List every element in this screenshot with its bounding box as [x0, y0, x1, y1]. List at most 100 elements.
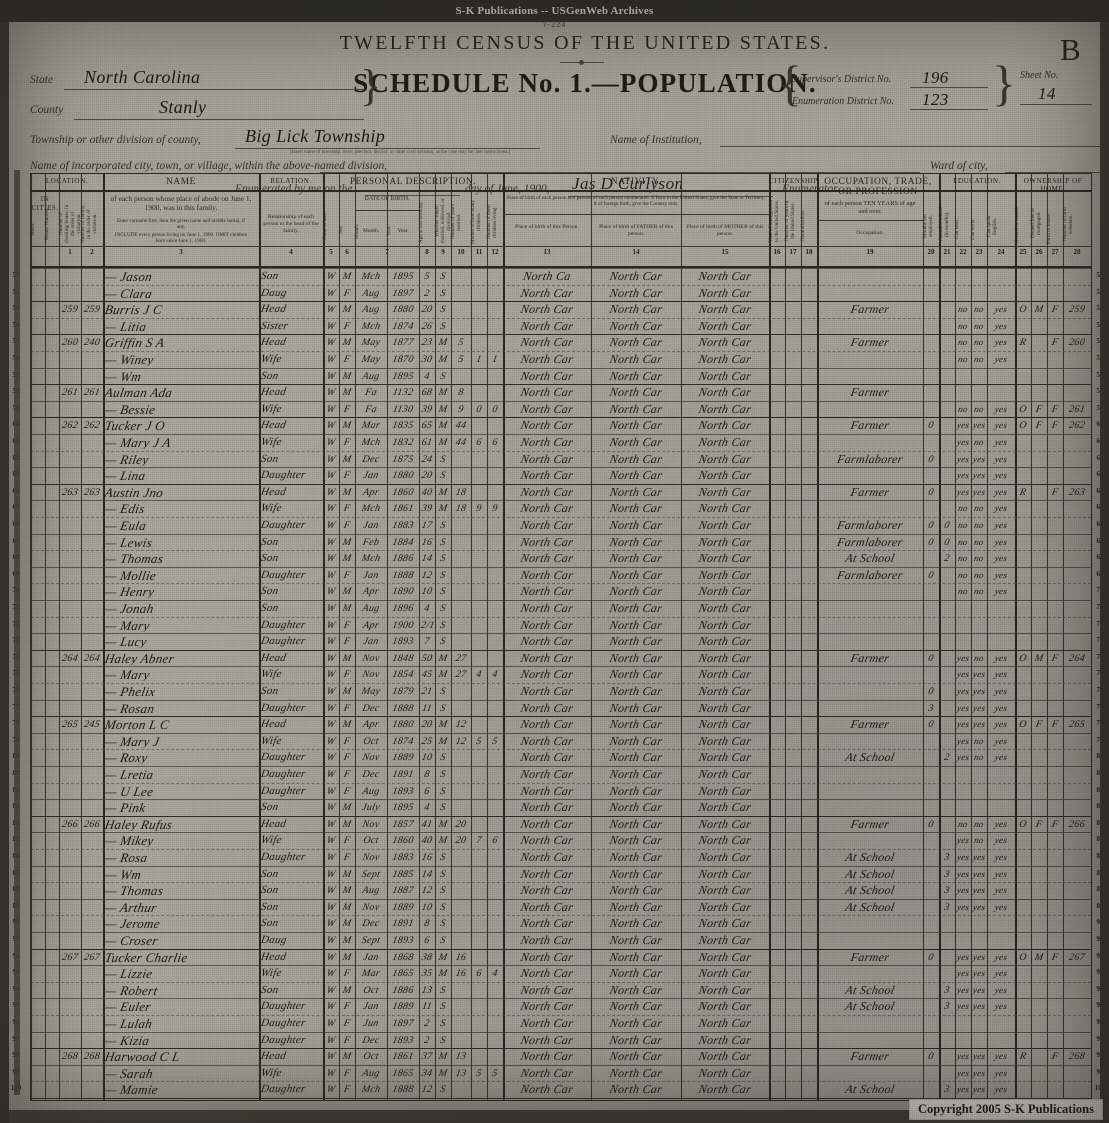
cell-occupation[interactable]: At School [844, 1000, 896, 1014]
cell-years-married[interactable]: 20 [454, 818, 468, 830]
cell-birth-month[interactable]: Aug [361, 1067, 381, 1079]
cell-can-read[interactable]: no [957, 536, 969, 547]
cell-can-read[interactable]: no [957, 553, 969, 564]
cell-race[interactable]: W [325, 320, 337, 332]
cell-years-married[interactable]: 44 [454, 437, 468, 448]
cell-birthplace-father[interactable]: North Car [608, 535, 664, 549]
institution-field[interactable] [720, 146, 1100, 147]
cell-age[interactable]: 4 [423, 802, 431, 814]
township-field[interactable]: Big Lick Township [235, 126, 540, 149]
cell-months-school[interactable]: 3 [943, 984, 951, 996]
cell-can-write[interactable]: no [973, 437, 985, 447]
cell-can-read[interactable]: no [957, 586, 969, 597]
cell-birthplace-father[interactable]: North Car [608, 568, 664, 582]
cell-relation[interactable]: Daughter [260, 1033, 307, 1046]
cell-marital-status[interactable]: S [439, 603, 447, 614]
cell-name[interactable]: Burris J C [103, 303, 164, 317]
cell-sex[interactable]: M [341, 686, 353, 697]
cell-relation[interactable]: Son [260, 867, 280, 880]
cell-birth-year[interactable]: 1883 [391, 520, 415, 531]
cell-farm-or-house[interactable]: F [1050, 652, 1060, 664]
cell-sex[interactable]: M [341, 818, 353, 830]
cell-relation[interactable]: Daughter [260, 784, 307, 797]
cell-children-living[interactable]: 1 [491, 354, 499, 365]
cell-marital-status[interactable]: S [439, 304, 447, 316]
cell-speaks-english[interactable]: yes [994, 520, 1009, 530]
cell-marital-status[interactable]: S [439, 287, 447, 299]
cell-birth-year[interactable]: 1886 [391, 984, 415, 996]
cell-birthplace-self[interactable]: North Car [519, 369, 575, 383]
cell-speaks-english[interactable]: yes [994, 686, 1009, 696]
cell-birthplace-self[interactable]: North Car [519, 568, 575, 582]
cell-birth-month[interactable]: Dec [361, 702, 381, 714]
cell-relation[interactable]: Son [260, 585, 280, 598]
cell-birthplace-mother[interactable]: North Car [697, 386, 753, 400]
cell-sex[interactable]: F [342, 669, 352, 681]
cell-marital-status[interactable]: S [439, 918, 447, 930]
cell-birthplace-mother[interactable]: North Car [697, 585, 753, 599]
cell-birthplace-mother[interactable]: North Car [697, 967, 753, 981]
cell-race[interactable]: W [325, 935, 337, 946]
cell-birthplace-father[interactable]: North Car [608, 734, 664, 748]
cell-birth-month[interactable]: Nov [361, 652, 381, 664]
cell-age[interactable]: 6 [423, 785, 431, 797]
cell-birthplace-self[interactable]: North Ca [522, 270, 573, 283]
cell-children-born[interactable]: 6 [475, 968, 483, 980]
cell-name[interactable]: — Edis [103, 502, 147, 516]
cell-can-read[interactable]: no [957, 503, 969, 514]
cell-can-write[interactable]: no [973, 320, 985, 331]
cell-age[interactable]: 11 [421, 1001, 433, 1013]
cell-farm-schedule-number[interactable]: 261 [1068, 403, 1086, 415]
village-field[interactable] [320, 172, 920, 173]
cell-race[interactable]: W [325, 370, 337, 382]
cell-birth-month[interactable]: Mch [360, 553, 382, 565]
cell-can-write[interactable]: yes [972, 669, 987, 680]
cell-can-read[interactable]: yes [956, 901, 971, 912]
cell-age[interactable]: 39 [420, 503, 434, 515]
cell-birthplace-father[interactable]: North Car [608, 1000, 664, 1014]
cell-birthplace-mother[interactable]: North Car [697, 734, 753, 748]
cell-marital-status[interactable]: M [437, 835, 449, 847]
cell-occupation[interactable]: Farmer [849, 386, 891, 400]
cell-birth-month[interactable]: Mch [360, 503, 382, 515]
cell-race[interactable]: W [325, 1084, 337, 1096]
cell-relation[interactable]: Wife [260, 1066, 283, 1079]
cell-relation[interactable]: Son [260, 983, 280, 996]
cell-birthplace-father[interactable]: North Car [608, 917, 664, 931]
cell-children-living[interactable]: 9 [491, 503, 499, 515]
cell-can-read[interactable]: yes [956, 968, 971, 979]
cell-name[interactable]: — Mollie [103, 568, 158, 582]
cell-birthplace-father[interactable]: North Car [608, 519, 664, 532]
cell-occupation[interactable]: At School [844, 884, 896, 898]
cell-can-read[interactable]: no [957, 320, 969, 331]
cell-speaks-english[interactable]: yes [994, 503, 1009, 514]
cell-birth-month[interactable]: Dec [361, 453, 381, 465]
cell-family-number[interactable]: 259 [83, 304, 101, 316]
cell-birthplace-mother[interactable]: North Car [697, 436, 753, 449]
cell-occupation[interactable]: Farmer [849, 336, 891, 350]
cell-marital-status[interactable]: M [437, 387, 449, 399]
cell-months-unemployed[interactable]: 0 [927, 951, 935, 963]
sheet-no-field[interactable]: 14 [1020, 84, 1092, 105]
cell-birthplace-mother[interactable]: North Car [697, 568, 753, 582]
cell-years-married[interactable]: 44 [454, 420, 468, 432]
cell-age[interactable]: 8 [423, 918, 431, 930]
cell-sex[interactable]: M [341, 387, 353, 399]
cell-age[interactable]: 2 [423, 1034, 431, 1046]
cell-speaks-english[interactable]: yes [994, 818, 1009, 829]
cell-birth-month[interactable]: Apr [362, 719, 380, 731]
cell-birth-year[interactable]: 1874 [391, 320, 415, 332]
cell-race[interactable]: W [325, 520, 337, 531]
cell-can-read[interactable]: no [957, 337, 969, 348]
cell-months-unemployed[interactable]: 0 [927, 818, 935, 830]
cell-birth-year[interactable]: 1835 [391, 420, 415, 432]
cell-marital-status[interactable]: S [439, 802, 447, 814]
cell-race[interactable]: W [325, 769, 337, 780]
cell-family-number[interactable]: 266 [83, 818, 101, 830]
cell-can-write[interactable]: no [973, 569, 985, 580]
cell-months-school[interactable]: 3 [943, 1084, 951, 1096]
cell-birth-month[interactable]: Aug [361, 304, 381, 316]
cell-farm-schedule-number[interactable]: 264 [1068, 652, 1086, 664]
county-field[interactable]: Stanly [74, 97, 364, 120]
cell-birth-month[interactable]: Mch [360, 320, 382, 332]
